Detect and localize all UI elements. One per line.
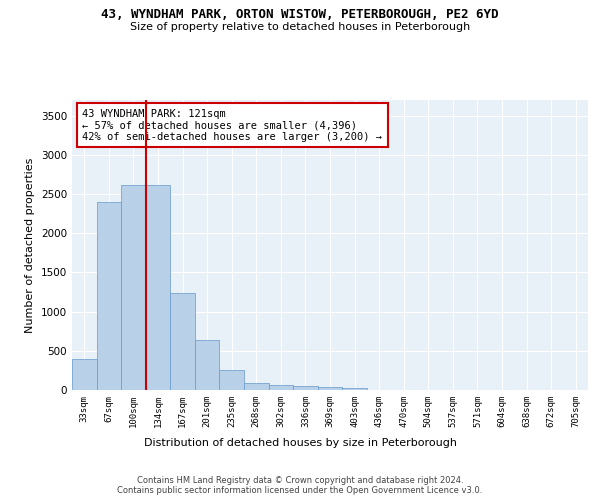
Bar <box>97 202 121 390</box>
Bar <box>342 388 367 390</box>
Bar <box>195 340 220 390</box>
Text: 43, WYNDHAM PARK, ORTON WISTOW, PETERBOROUGH, PE2 6YD: 43, WYNDHAM PARK, ORTON WISTOW, PETERBOR… <box>101 8 499 20</box>
Bar <box>72 360 97 390</box>
Bar <box>244 383 269 390</box>
Bar <box>269 386 293 390</box>
Y-axis label: Number of detached properties: Number of detached properties <box>25 158 35 332</box>
Text: 43 WYNDHAM PARK: 121sqm
← 57% of detached houses are smaller (4,396)
42% of semi: 43 WYNDHAM PARK: 121sqm ← 57% of detache… <box>82 108 382 142</box>
Bar <box>293 386 318 390</box>
Text: Distribution of detached houses by size in Peterborough: Distribution of detached houses by size … <box>143 438 457 448</box>
Bar <box>318 387 342 390</box>
Bar <box>121 186 146 390</box>
Text: Contains HM Land Registry data © Crown copyright and database right 2024.
Contai: Contains HM Land Registry data © Crown c… <box>118 476 482 495</box>
Text: Size of property relative to detached houses in Peterborough: Size of property relative to detached ho… <box>130 22 470 32</box>
Bar <box>170 293 195 390</box>
Bar <box>220 370 244 390</box>
Bar <box>146 186 170 390</box>
